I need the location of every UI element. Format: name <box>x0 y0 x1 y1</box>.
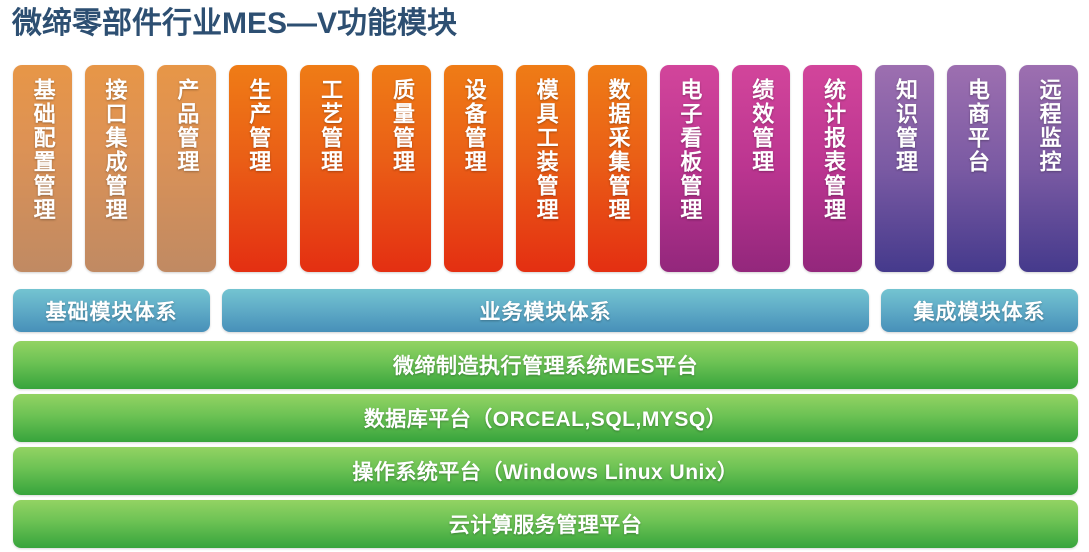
module-card-label: 设备管理 <box>461 78 487 174</box>
platform-bar-database[interactable]: 数据库平台（ORCEAL,SQL,MYSQ） <box>13 394 1078 442</box>
module-group-bar-row: 基础模块体系 业务模块体系 集成模块体系 <box>13 289 1078 332</box>
group-bar-basic[interactable]: 基础模块体系 <box>13 289 210 332</box>
module-card-1[interactable]: 接口集成管理 <box>84 65 144 272</box>
module-column-row: 基础配置管理 接口集成管理 产品管理 生产管理 工艺管理 质量管理 设备管理 模… <box>13 65 1078 272</box>
module-card-8[interactable]: 数据采集管理 <box>587 65 647 272</box>
module-card-label: 接口集成管理 <box>102 78 128 222</box>
platform-bar-operating-system[interactable]: 操作系统平台（Windows Linux Unix） <box>13 447 1078 495</box>
module-card-label: 远程监控 <box>1036 78 1062 174</box>
group-bar-business[interactable]: 业务模块体系 <box>222 289 869 332</box>
module-card-6[interactable]: 设备管理 <box>444 65 504 272</box>
platform-bar-mes[interactable]: 微缔制造执行管理系统MES平台 <box>13 341 1078 389</box>
module-card-0[interactable]: 基础配置管理 <box>13 65 72 272</box>
module-card-14[interactable]: 远程监控 <box>1019 65 1078 272</box>
module-card-13[interactable]: 电商平台 <box>947 65 1007 272</box>
module-card-10[interactable]: 绩效管理 <box>731 65 791 272</box>
module-card-4[interactable]: 工艺管理 <box>300 65 360 272</box>
module-card-12[interactable]: 知识管理 <box>875 65 935 272</box>
module-card-2[interactable]: 产品管理 <box>156 65 216 272</box>
group-bar-integration[interactable]: 集成模块体系 <box>881 289 1078 332</box>
module-card-label: 生产管理 <box>246 78 272 174</box>
module-card-label: 工艺管理 <box>318 78 344 174</box>
module-card-label: 电子看板管理 <box>677 78 703 222</box>
module-card-label: 绩效管理 <box>749 78 775 174</box>
platform-bar-cloud-service[interactable]: 云计算服务管理平台 <box>13 500 1078 548</box>
page-title: 微缔零部件行业MES—V功能模块 <box>12 7 458 40</box>
module-card-label: 电商平台 <box>964 78 990 174</box>
module-card-label: 模具工装管理 <box>533 78 559 222</box>
module-card-label: 数据采集管理 <box>605 78 631 222</box>
module-card-7[interactable]: 模具工装管理 <box>516 65 575 272</box>
platform-stack: 微缔制造执行管理系统MES平台 数据库平台（ORCEAL,SQL,MYSQ） 操… <box>13 341 1078 548</box>
module-card-label: 基础配置管理 <box>30 78 56 222</box>
module-card-5[interactable]: 质量管理 <box>372 65 432 272</box>
module-card-label: 知识管理 <box>892 78 918 174</box>
module-card-label: 产品管理 <box>174 78 200 174</box>
module-card-3[interactable]: 生产管理 <box>228 65 288 272</box>
module-card-11[interactable]: 统计报表管理 <box>803 65 863 272</box>
module-card-9[interactable]: 电子看板管理 <box>659 65 719 272</box>
module-card-label: 质量管理 <box>389 78 415 174</box>
module-card-label: 统计报表管理 <box>821 78 847 222</box>
